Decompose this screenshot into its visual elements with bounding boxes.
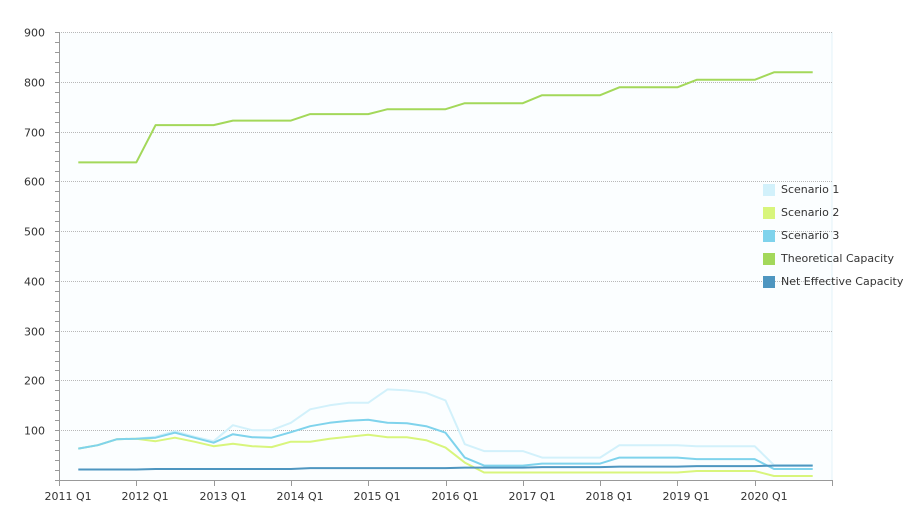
series-line-scenario-1 <box>78 388 813 467</box>
series-line-scenario-2 <box>78 433 813 477</box>
y-tick-label: 200 <box>24 375 45 388</box>
x-tick-label: 2017 Q1 <box>509 490 556 503</box>
series-line-scenario-3 <box>78 418 813 470</box>
y-tick-label: 700 <box>24 127 45 140</box>
x-tick-label: 2020 Q1 <box>741 490 788 503</box>
legend-label: Scenario 1 <box>781 183 840 196</box>
x-tick-label: 2014 Q1 <box>277 490 324 503</box>
series-line-net-effective-capacity <box>78 464 813 471</box>
legend-item-net-effective-capacity[interactable]: Net Effective Capacity <box>763 270 909 293</box>
x-tick-label: 2018 Q1 <box>586 490 633 503</box>
legend-swatch <box>763 252 775 265</box>
legend-swatch <box>763 183 775 196</box>
x-tick-label: 2016 Q1 <box>432 490 479 503</box>
x-tick-label: 2015 Q1 <box>354 490 401 503</box>
legend-item-scenario-1[interactable]: Scenario 1 <box>763 178 909 201</box>
legend-swatch <box>763 275 775 288</box>
x-tick-label: 2011 Q1 <box>45 490 92 503</box>
y-tick-label: 400 <box>24 276 45 289</box>
legend-label: Theoretical Capacity <box>781 252 895 265</box>
grid <box>59 32 833 480</box>
legend-label: Net Effective Capacity <box>781 275 904 288</box>
legend-swatch <box>763 229 775 242</box>
x-tick-label: 2013 Q1 <box>200 490 247 503</box>
legend-item-scenario-2[interactable]: Scenario 2 <box>763 201 909 224</box>
x-tick-label: 2012 Q1 <box>122 490 169 503</box>
y-tick-label: 800 <box>24 77 45 90</box>
series-lines <box>78 71 813 477</box>
series-line-theoretical-capacity <box>78 71 813 164</box>
plot-area <box>59 32 832 480</box>
y-tick-label: 100 <box>24 425 45 438</box>
legend-item-theoretical-capacity[interactable]: Theoretical Capacity <box>763 247 909 270</box>
legend-item-scenario-3[interactable]: Scenario 3 <box>763 224 909 247</box>
x-tick-label: 2019 Q1 <box>663 490 710 503</box>
axes: 100 200 300 400 500 600 700 800 900 2011 Q1 2012 Q… <box>24 27 833 503</box>
legend-label: Scenario 3 <box>781 229 840 242</box>
legend: Scenario 1 Scenario 2 Scenario 3 Theoretica… <box>763 178 909 293</box>
legend-swatch <box>763 206 775 219</box>
y-tick-label: 600 <box>24 176 45 189</box>
legend-label: Scenario 2 <box>781 206 840 219</box>
y-tick-label: 500 <box>24 226 45 239</box>
y-tick-label: 900 <box>24 27 45 40</box>
y-tick-label: 300 <box>24 326 45 339</box>
